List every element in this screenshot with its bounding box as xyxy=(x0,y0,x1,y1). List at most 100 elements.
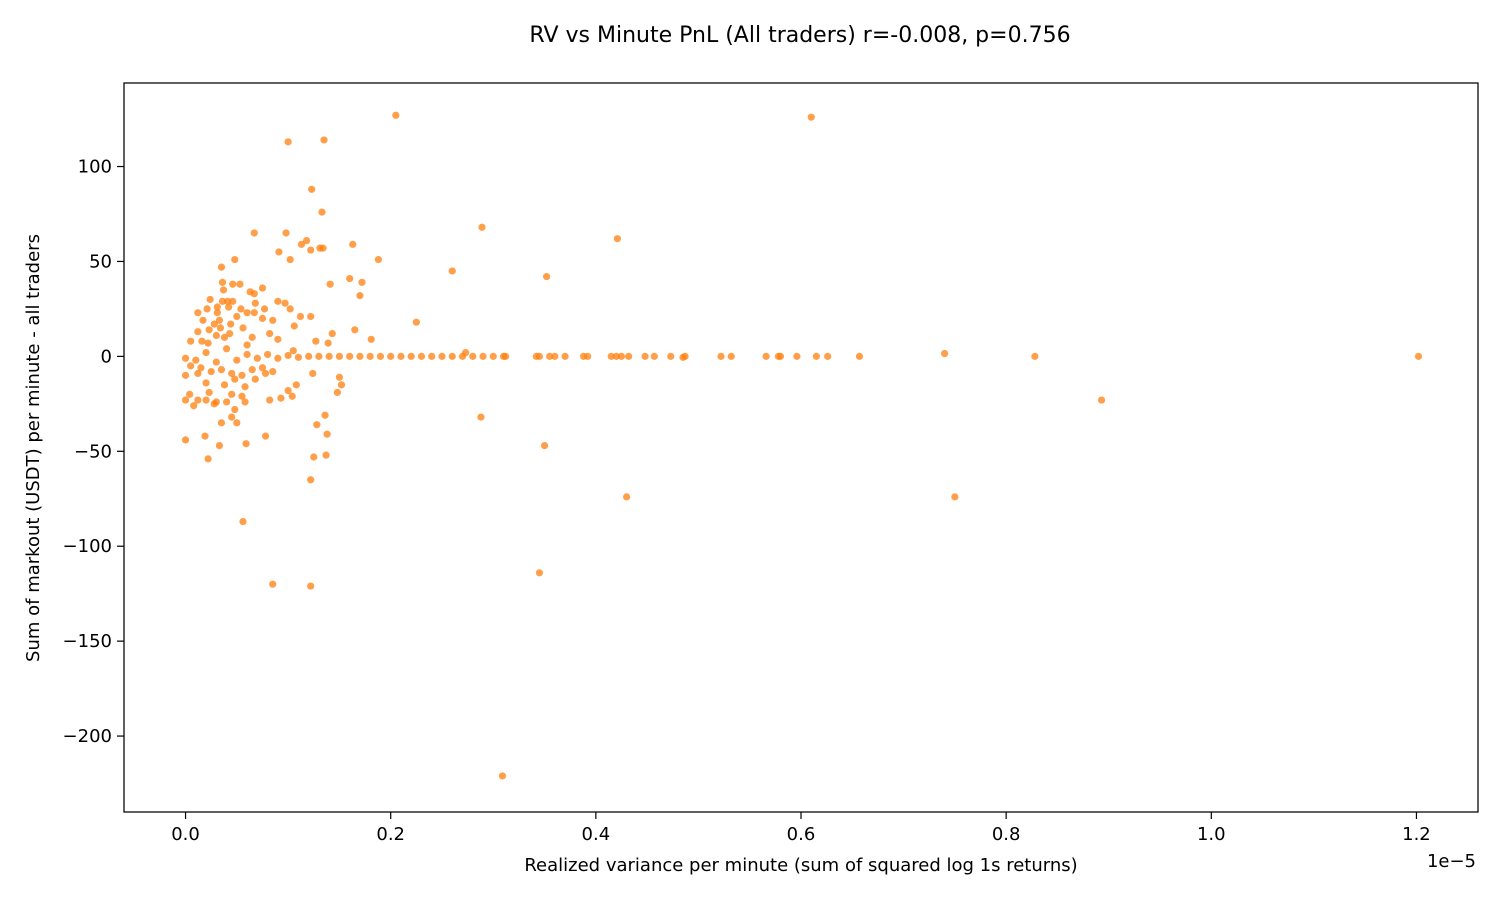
data-point xyxy=(243,341,251,349)
data-point xyxy=(264,350,272,359)
data-point xyxy=(477,413,485,421)
data-point xyxy=(776,352,785,360)
data-point xyxy=(229,297,237,305)
data-point xyxy=(561,352,569,360)
data-point xyxy=(308,185,316,193)
x-axis-offset-label: 1e−5 xyxy=(1427,851,1476,872)
data-point xyxy=(233,312,241,321)
data-point xyxy=(205,326,213,334)
data-point xyxy=(205,388,213,397)
data-point xyxy=(469,352,477,360)
data-point xyxy=(213,309,221,317)
data-point xyxy=(239,517,247,526)
x-tick-label: 0.0 xyxy=(171,824,200,845)
data-point xyxy=(231,375,239,383)
x-tick-label: 1.2 xyxy=(1402,824,1431,845)
data-point xyxy=(335,373,344,381)
data-point xyxy=(286,305,294,313)
data-point xyxy=(288,392,296,400)
data-point xyxy=(266,396,274,404)
data-point xyxy=(228,369,236,378)
data-point xyxy=(206,295,214,304)
x-axis-label: Realized variance per minute (sum of squ… xyxy=(524,855,1077,876)
data-point xyxy=(197,364,205,372)
data-point xyxy=(204,339,212,347)
data-point xyxy=(286,255,294,264)
data-point xyxy=(181,371,190,379)
data-point xyxy=(243,350,251,359)
data-point xyxy=(540,442,549,450)
data-point xyxy=(269,367,277,376)
data-point xyxy=(387,352,395,360)
data-point xyxy=(201,432,209,440)
data-point xyxy=(290,322,298,330)
data-point xyxy=(251,375,259,383)
data-point xyxy=(641,352,649,360)
data-point xyxy=(231,255,239,264)
data-point xyxy=(498,772,507,780)
data-point xyxy=(217,263,226,271)
data-point xyxy=(294,353,302,361)
data-point xyxy=(1414,352,1423,360)
y-tick-label: −200 xyxy=(63,726,112,747)
data-point xyxy=(366,352,374,360)
data-point xyxy=(613,235,621,243)
data-point xyxy=(284,351,292,360)
data-point xyxy=(202,396,210,404)
x-tick-label: 0.6 xyxy=(787,824,816,845)
data-point xyxy=(284,386,292,395)
data-point xyxy=(213,303,221,311)
data-point xyxy=(231,405,239,414)
data-point xyxy=(951,493,959,501)
data-point xyxy=(274,297,282,305)
data-point xyxy=(328,329,336,338)
data-point xyxy=(239,324,247,332)
data-point xyxy=(356,352,364,360)
data-point xyxy=(623,493,631,501)
data-point xyxy=(238,392,246,400)
y-tick-label: 50 xyxy=(89,251,112,272)
data-point xyxy=(219,286,228,294)
y-tick-label: 0 xyxy=(101,346,112,367)
data-point xyxy=(292,381,300,389)
data-point xyxy=(241,383,249,391)
data-point xyxy=(617,352,626,360)
data-point xyxy=(236,280,244,288)
data-point xyxy=(217,419,226,427)
data-point xyxy=(261,369,270,378)
chart-title: RV vs Minute PnL (All traders) r=-0.008,… xyxy=(529,23,1070,48)
data-point xyxy=(324,339,332,347)
data-point xyxy=(192,356,200,364)
data-point xyxy=(479,352,487,360)
data-point xyxy=(310,453,318,461)
data-point xyxy=(207,367,215,376)
data-point xyxy=(318,208,326,216)
x-tick-label: 0.8 xyxy=(992,824,1021,845)
data-point xyxy=(190,402,198,410)
data-point xyxy=(320,136,328,144)
data-point xyxy=(194,396,202,404)
data-point xyxy=(855,352,864,360)
data-point xyxy=(233,356,241,364)
data-point xyxy=(187,337,195,345)
x-tick-label: 1.0 xyxy=(1197,824,1226,845)
data-point xyxy=(198,337,206,345)
data-point xyxy=(242,440,250,448)
data-point xyxy=(203,305,211,313)
x-tick-label: 0.4 xyxy=(582,824,611,845)
data-point xyxy=(194,369,202,378)
data-point xyxy=(227,320,235,328)
data-point xyxy=(229,280,237,288)
data-point xyxy=(225,303,233,311)
data-point xyxy=(222,345,231,353)
data-point xyxy=(612,352,620,360)
data-point xyxy=(607,352,615,360)
data-point xyxy=(269,580,277,588)
data-point xyxy=(181,436,190,444)
y-tick-label: −100 xyxy=(63,536,112,557)
data-point xyxy=(212,358,220,366)
data-point xyxy=(543,273,551,281)
data-point xyxy=(489,352,497,360)
x-axis-ticks: 0.0 0.2 0.4 0.6 0.8 1.0 1.2 xyxy=(171,812,1431,845)
